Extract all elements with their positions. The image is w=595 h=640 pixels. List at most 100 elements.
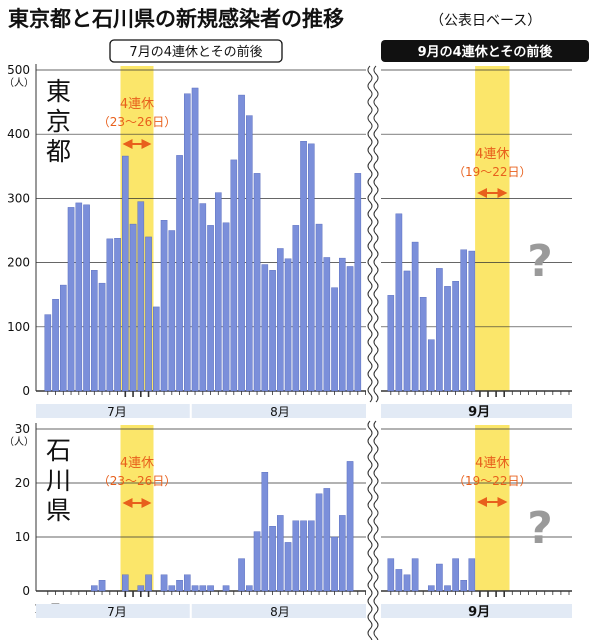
bar-left — [114, 238, 121, 392]
right-period-label: 9月の4連休とその前後 — [418, 44, 554, 60]
bar-left — [106, 238, 114, 392]
month-label-august: 8月 — [270, 605, 290, 619]
bar-left — [75, 202, 83, 392]
y-unit-label: （人） — [4, 436, 34, 448]
bar-left — [308, 520, 315, 592]
bar-left — [83, 204, 90, 392]
bar-left — [277, 248, 284, 392]
bar-left — [137, 201, 145, 392]
bar-right — [452, 281, 459, 392]
bar-left — [121, 574, 129, 592]
bar-left — [269, 526, 276, 592]
bar-left — [191, 87, 199, 392]
bar-left — [245, 115, 253, 392]
bar-right — [403, 574, 411, 592]
holiday-band-july — [120, 425, 154, 591]
bar-right — [419, 297, 427, 392]
y-tick-label: 10 — [15, 530, 30, 544]
bar-left — [300, 141, 307, 392]
month-label-september: 9月 — [468, 605, 490, 620]
holiday-label-july: 4連休 — [120, 456, 154, 471]
y-tick-label: 300 — [7, 191, 30, 205]
bar-right — [395, 569, 403, 592]
bar-left — [277, 515, 284, 592]
unknown-future-mark: ? — [527, 236, 553, 287]
axis-break-line — [373, 420, 379, 640]
bar-left — [292, 520, 300, 592]
bar-left — [176, 155, 183, 392]
bar-left — [67, 207, 75, 392]
bar-right — [460, 249, 468, 392]
bar-left — [238, 558, 245, 592]
unknown-future-mark: ? — [527, 503, 553, 554]
bar-left — [160, 574, 168, 592]
bar-left — [90, 585, 98, 592]
bar-left — [253, 173, 261, 392]
bar-right — [452, 558, 459, 592]
bar-left — [331, 287, 338, 392]
y-tick-label: 30 — [15, 422, 30, 436]
bar-right — [387, 295, 395, 392]
month-band-right — [381, 604, 572, 618]
bar-left — [145, 574, 152, 592]
bar-left — [207, 225, 214, 392]
region-name-char: 都 — [46, 137, 71, 166]
holiday-range-september: （19〜22日） — [453, 165, 532, 179]
holiday-range-july: （23〜26日） — [98, 115, 177, 129]
month-label-august: 8月 — [270, 405, 290, 419]
y-tick-label: 0 — [22, 584, 30, 598]
bar-left — [238, 94, 245, 392]
chart-title: 東京都と石川県の新規感染者の推移 — [8, 7, 344, 31]
bar-left — [315, 493, 323, 592]
month-band-left — [36, 604, 366, 618]
left-period-box — [109, 39, 283, 63]
holiday-label-september: 4連休 — [475, 456, 509, 471]
region-name-char: 川 — [46, 466, 71, 495]
bar-right — [395, 213, 403, 392]
bar-left — [222, 585, 230, 592]
bar-left — [121, 155, 129, 392]
region-name-char: 京 — [46, 107, 71, 136]
bar-right — [428, 339, 435, 392]
y-tick-label: 500 — [7, 63, 30, 77]
bar-left — [44, 314, 52, 392]
bar-left — [253, 531, 261, 592]
y-tick-label: 20 — [15, 476, 30, 490]
y-tick-label: 400 — [7, 127, 30, 141]
month-band-right — [381, 404, 572, 418]
bar-left — [269, 270, 276, 392]
month-band-left — [36, 404, 366, 418]
bar-left — [129, 223, 137, 392]
month-label-september: 9月 — [468, 405, 490, 420]
bar-left — [315, 223, 323, 392]
bar-left — [98, 580, 106, 592]
bar-left — [168, 585, 176, 592]
y-tick-label: 100 — [7, 320, 30, 334]
bar-left — [52, 298, 59, 392]
holiday-band-september — [475, 66, 510, 391]
axis-break-mask — [367, 63, 379, 405]
holiday-label-july: 4連休 — [120, 97, 154, 112]
y-unit-label: （人） — [4, 77, 34, 89]
bar-left — [284, 542, 292, 592]
bar-right — [411, 241, 419, 392]
bar-left — [308, 143, 315, 392]
bar-left — [323, 488, 331, 592]
bar-right — [468, 558, 476, 592]
holiday-band-september — [475, 425, 510, 591]
bar-right — [436, 268, 443, 392]
bar-left — [323, 257, 331, 392]
axis-break-line — [367, 420, 373, 640]
bar-left — [152, 306, 160, 392]
bar-left — [284, 258, 292, 392]
bar-left — [346, 461, 354, 592]
month-label-july: 7月 — [107, 405, 127, 419]
bar-left — [60, 284, 67, 392]
bar-left — [261, 264, 269, 392]
bar-left — [339, 257, 346, 392]
bar-left — [199, 203, 207, 392]
region-name-char: 東 — [46, 77, 71, 106]
axis-break-line — [367, 65, 373, 403]
bar-right — [468, 250, 476, 392]
